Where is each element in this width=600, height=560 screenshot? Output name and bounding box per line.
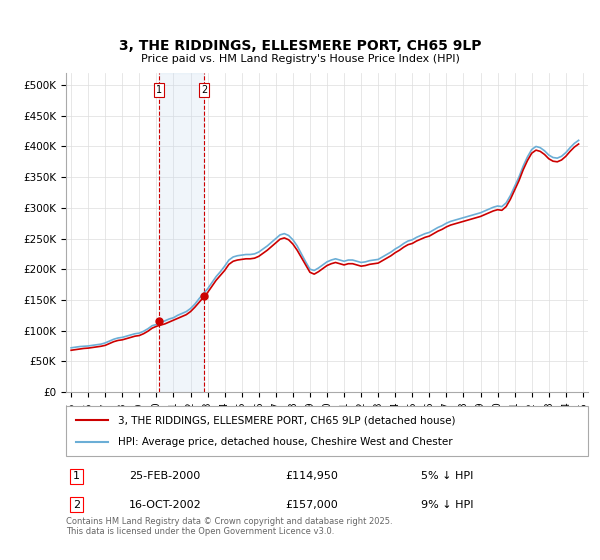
Text: 25-FEB-2000: 25-FEB-2000 xyxy=(128,472,200,482)
Text: 2: 2 xyxy=(201,85,208,95)
Text: 16-OCT-2002: 16-OCT-2002 xyxy=(128,500,202,510)
Text: HPI: Average price, detached house, Cheshire West and Chester: HPI: Average price, detached house, Ches… xyxy=(118,437,453,447)
Text: Price paid vs. HM Land Registry's House Price Index (HPI): Price paid vs. HM Land Registry's House … xyxy=(140,54,460,64)
Bar xyxy=(159,73,204,392)
Text: £114,950: £114,950 xyxy=(285,472,338,482)
Text: 3, THE RIDDINGS, ELLESMERE PORT, CH65 9LP: 3, THE RIDDINGS, ELLESMERE PORT, CH65 9L… xyxy=(119,39,481,53)
Text: 1: 1 xyxy=(156,85,162,95)
Text: £157,000: £157,000 xyxy=(285,500,338,510)
Text: 2: 2 xyxy=(73,500,80,510)
Text: Contains HM Land Registry data © Crown copyright and database right 2025.
This d: Contains HM Land Registry data © Crown c… xyxy=(66,517,392,536)
Text: 1: 1 xyxy=(73,472,80,482)
Text: 9% ↓ HPI: 9% ↓ HPI xyxy=(421,500,473,510)
Text: 3, THE RIDDINGS, ELLESMERE PORT, CH65 9LP (detached house): 3, THE RIDDINGS, ELLESMERE PORT, CH65 9L… xyxy=(118,415,456,425)
Text: 5% ↓ HPI: 5% ↓ HPI xyxy=(421,472,473,482)
FancyBboxPatch shape xyxy=(66,406,588,456)
